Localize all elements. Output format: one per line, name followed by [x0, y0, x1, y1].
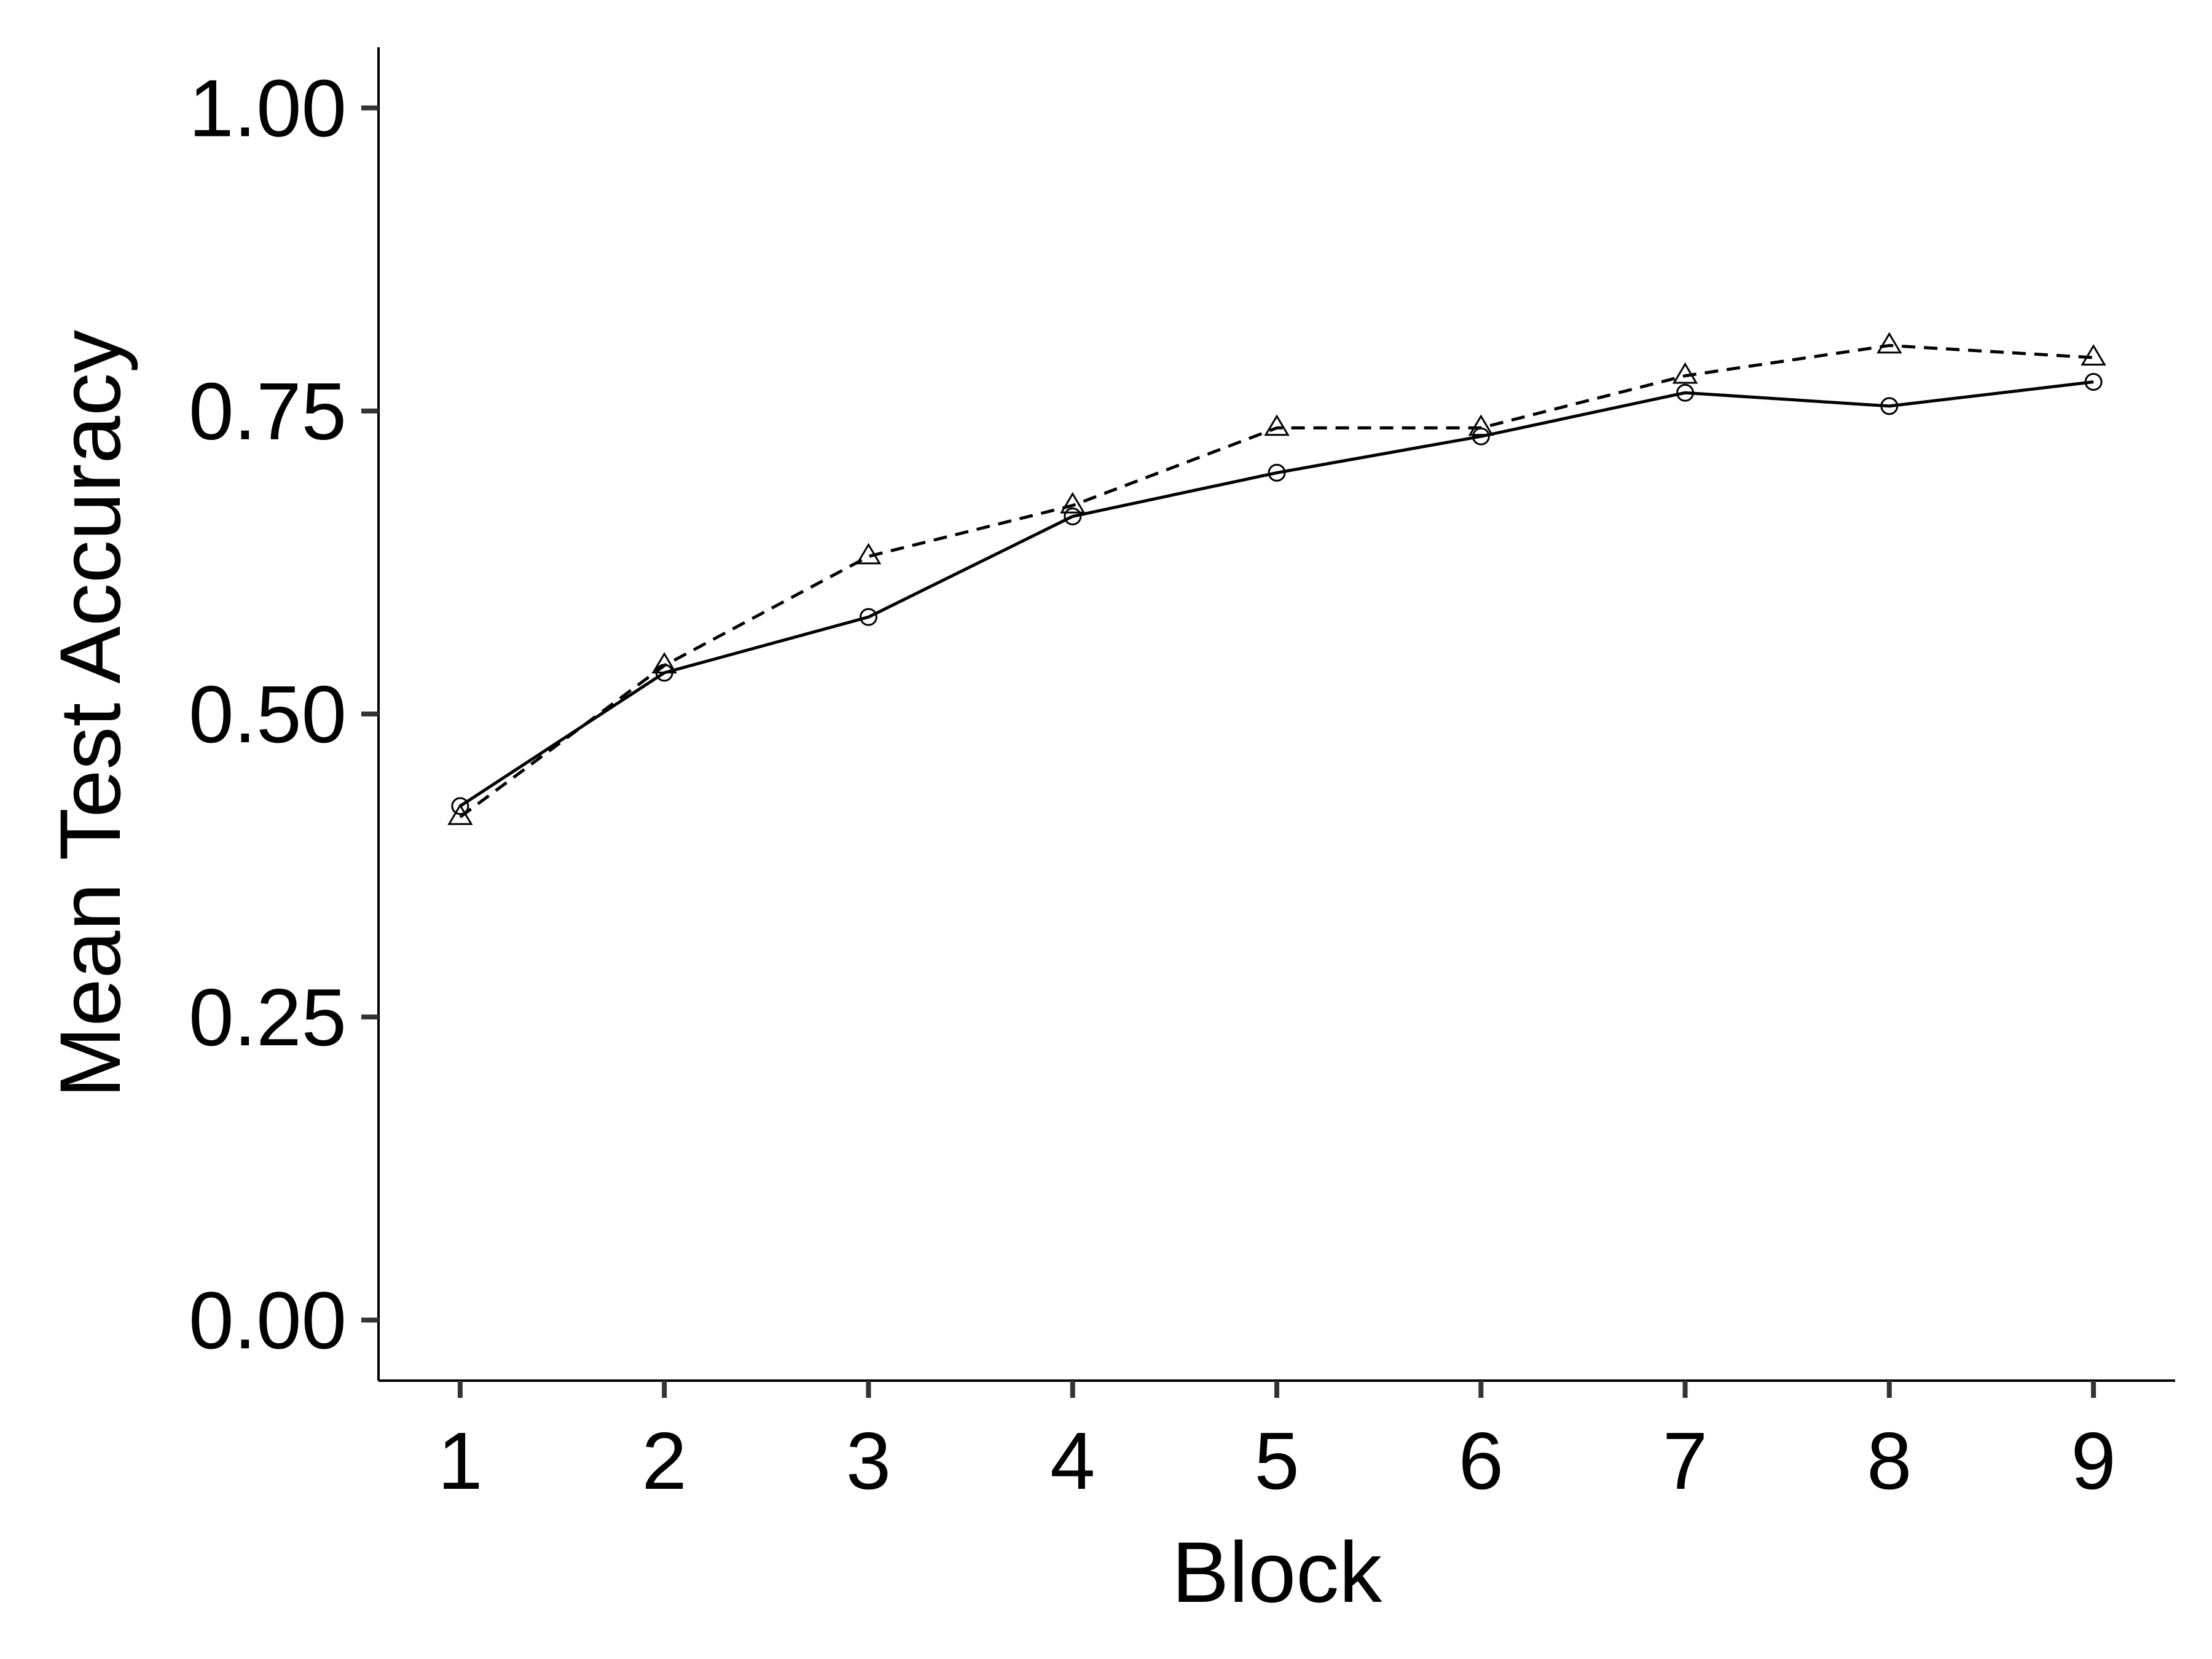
- series-1: [451, 372, 2103, 815]
- data-point: [447, 803, 473, 825]
- y-tick-label: 0.50: [189, 669, 347, 759]
- y-axis: 0.00 0.25 0.50 0.75 1.00: [189, 47, 380, 1381]
- data-point: [651, 652, 677, 673]
- x-axis-title: Block: [1172, 1524, 1382, 1620]
- x-tick-label: 3: [846, 1416, 891, 1506]
- data-point: [1060, 492, 1086, 514]
- series-layer: [447, 332, 2106, 825]
- series-2: [447, 332, 2106, 825]
- series-1-line: [459, 380, 2094, 807]
- data-point: [1672, 362, 1698, 384]
- x-tick-label: 5: [1254, 1416, 1299, 1506]
- data-point: [1268, 463, 1286, 482]
- data-point: [859, 608, 877, 626]
- x-tick-label: 8: [1867, 1416, 1912, 1506]
- x-tick-label: 1: [437, 1416, 482, 1506]
- x-tick-label: 2: [641, 1416, 686, 1506]
- y-tick-label: 0.00: [189, 1275, 347, 1365]
- data-point: [1468, 414, 1494, 436]
- y-axis-title: Mean Test Accuracy: [42, 330, 138, 1098]
- data-point: [1880, 397, 1899, 415]
- x-tick-label: 6: [1459, 1416, 1504, 1506]
- x-axis: 1 2 3 4 5 6 7 8 9: [378, 1379, 2175, 1506]
- x-tick-label: 9: [2071, 1416, 2116, 1506]
- data-point: [1264, 414, 1290, 436]
- data-point: [2084, 372, 2103, 391]
- x-tick-label: 7: [1663, 1416, 1708, 1506]
- data-point: [1064, 507, 1082, 525]
- y-tick-label: 0.75: [189, 366, 347, 457]
- series-2-line: [459, 343, 2094, 818]
- data-point: [855, 543, 882, 565]
- y-tick-label: 0.25: [189, 972, 347, 1062]
- data-point: [1877, 332, 1902, 354]
- data-point: [1676, 383, 1695, 402]
- data-point: [2081, 344, 2106, 366]
- x-tick-label: 4: [1050, 1416, 1095, 1506]
- y-tick-label: 1.00: [189, 63, 347, 154]
- data-point: [451, 797, 469, 815]
